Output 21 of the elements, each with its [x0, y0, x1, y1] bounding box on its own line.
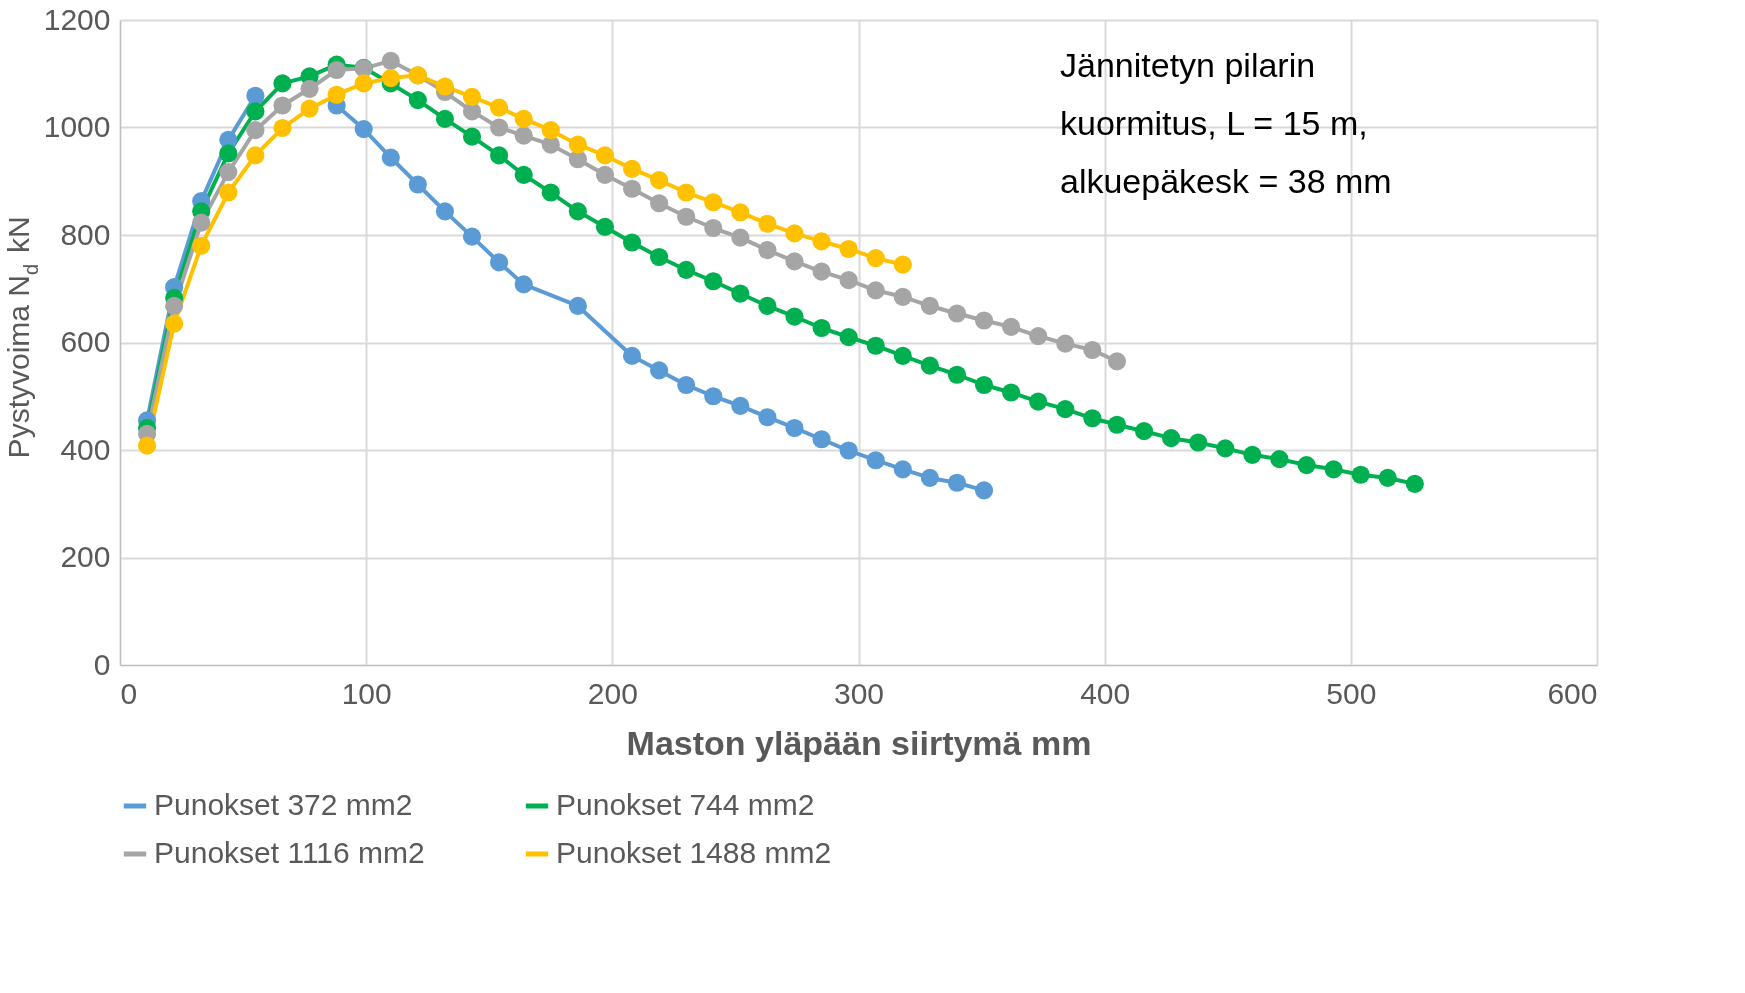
x-tick-label: 600	[1547, 676, 1598, 710]
y-tick-label: 0	[93, 647, 111, 681]
y-tick-label: 800	[60, 217, 111, 251]
y-tick-label: 600	[60, 325, 111, 358]
x-axis-title: Maston yläpään siirtymä mm	[626, 723, 1092, 762]
x-tick-label: 100	[341, 676, 392, 710]
legend-label: Punokset 1488 mm2	[556, 836, 832, 869]
legend-label: Punokset 744 mm2	[556, 788, 815, 821]
y-tick-label: 400	[60, 432, 111, 466]
y-tick-label: 200	[60, 540, 111, 573]
x-tick-label: 300	[833, 676, 885, 710]
x-tick-label: 500	[1326, 676, 1377, 710]
y-tick-label: 1200	[43, 2, 111, 36]
annotation: Jännitetyn pilarin kuormitus, L = 15 m, alkuepäkesk = 38 mm	[1060, 46, 1392, 200]
y-tick-label: 1000	[43, 110, 111, 143]
legend-label: Punokset 1116 mm2	[154, 836, 425, 869]
x-tick-label: 200	[587, 676, 638, 710]
y-axis-title: Pystyvoima Nd kN	[2, 216, 42, 459]
x-tick-label: 400	[1080, 676, 1131, 710]
x-tick-label: 0	[120, 676, 138, 710]
legend-label: Punokset 372 mm2	[154, 788, 413, 821]
